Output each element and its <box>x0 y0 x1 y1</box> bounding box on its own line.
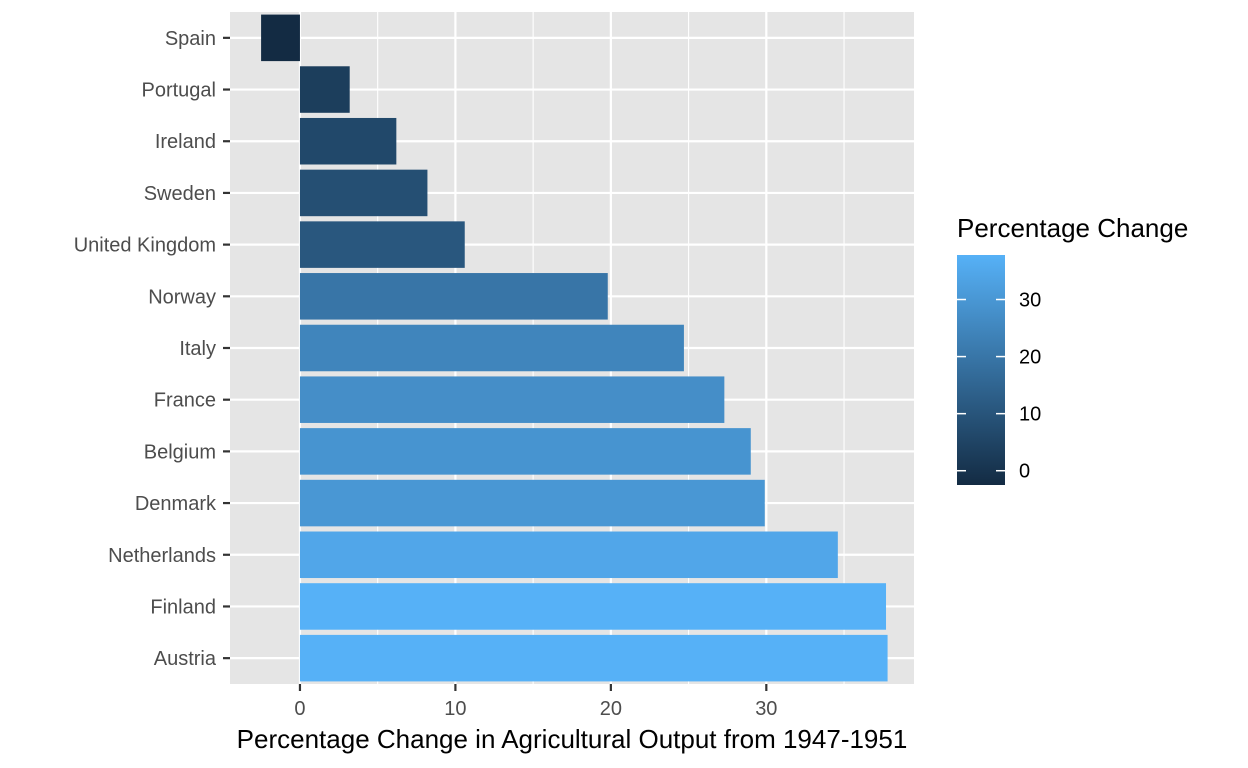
bar-sweden <box>299 169 428 217</box>
bar-portugal <box>299 66 350 113</box>
x-tick-label: 10 <box>444 698 466 720</box>
bar-united-kingdom <box>299 221 465 268</box>
colorbar-tick-label: 30 <box>1019 290 1041 312</box>
colorbar-tick-label: 20 <box>1019 347 1041 369</box>
bar-denmark <box>299 479 765 527</box>
y-tick-label: Netherlands <box>108 545 216 567</box>
bar-france <box>299 376 725 423</box>
colorbar-tick-label: 0 <box>1019 461 1030 483</box>
y-tick-label: Sweden <box>144 183 216 205</box>
y-tick-label: Spain <box>165 28 216 50</box>
y-tick-label: Denmark <box>135 493 217 515</box>
bar-norway <box>299 273 608 320</box>
bar-austria <box>299 634 888 682</box>
y-tick-label: United Kingdom <box>74 235 216 257</box>
x-axis: 0 10 20 30 <box>294 684 777 720</box>
bar-italy <box>299 324 684 372</box>
y-tick-label: Norway <box>148 286 216 308</box>
y-tick-label: Italy <box>179 338 216 360</box>
colorbar-tick-label: 10 <box>1019 404 1041 426</box>
bar-netherlands <box>299 531 838 579</box>
y-tick-label: France <box>154 390 216 412</box>
colorbar-legend: Percentage Change 0 10 20 30 <box>957 213 1188 485</box>
y-tick-label: Austria <box>154 648 217 670</box>
bar-spain <box>261 14 300 62</box>
x-tick-label: 0 <box>294 698 305 720</box>
y-tick-label: Portugal <box>142 80 217 102</box>
x-tick-label: 30 <box>755 698 777 720</box>
y-tick-label: Finland <box>150 596 216 618</box>
bar-finland <box>299 583 887 630</box>
bar-ireland <box>299 117 397 165</box>
colorbar-gradient <box>957 255 1005 485</box>
x-axis-title: Percentage Change in Agricultural Output… <box>237 724 908 754</box>
y-axis: Spain Portugal Ireland Sweden United Kingdom… <box>74 28 230 670</box>
x-tick-label: 20 <box>600 698 622 720</box>
y-tick-label: Ireland <box>155 131 216 153</box>
y-tick-label: Belgium <box>144 441 216 463</box>
bar-belgium <box>299 428 751 475</box>
bars <box>261 14 888 682</box>
legend-title: Percentage Change <box>957 213 1188 243</box>
